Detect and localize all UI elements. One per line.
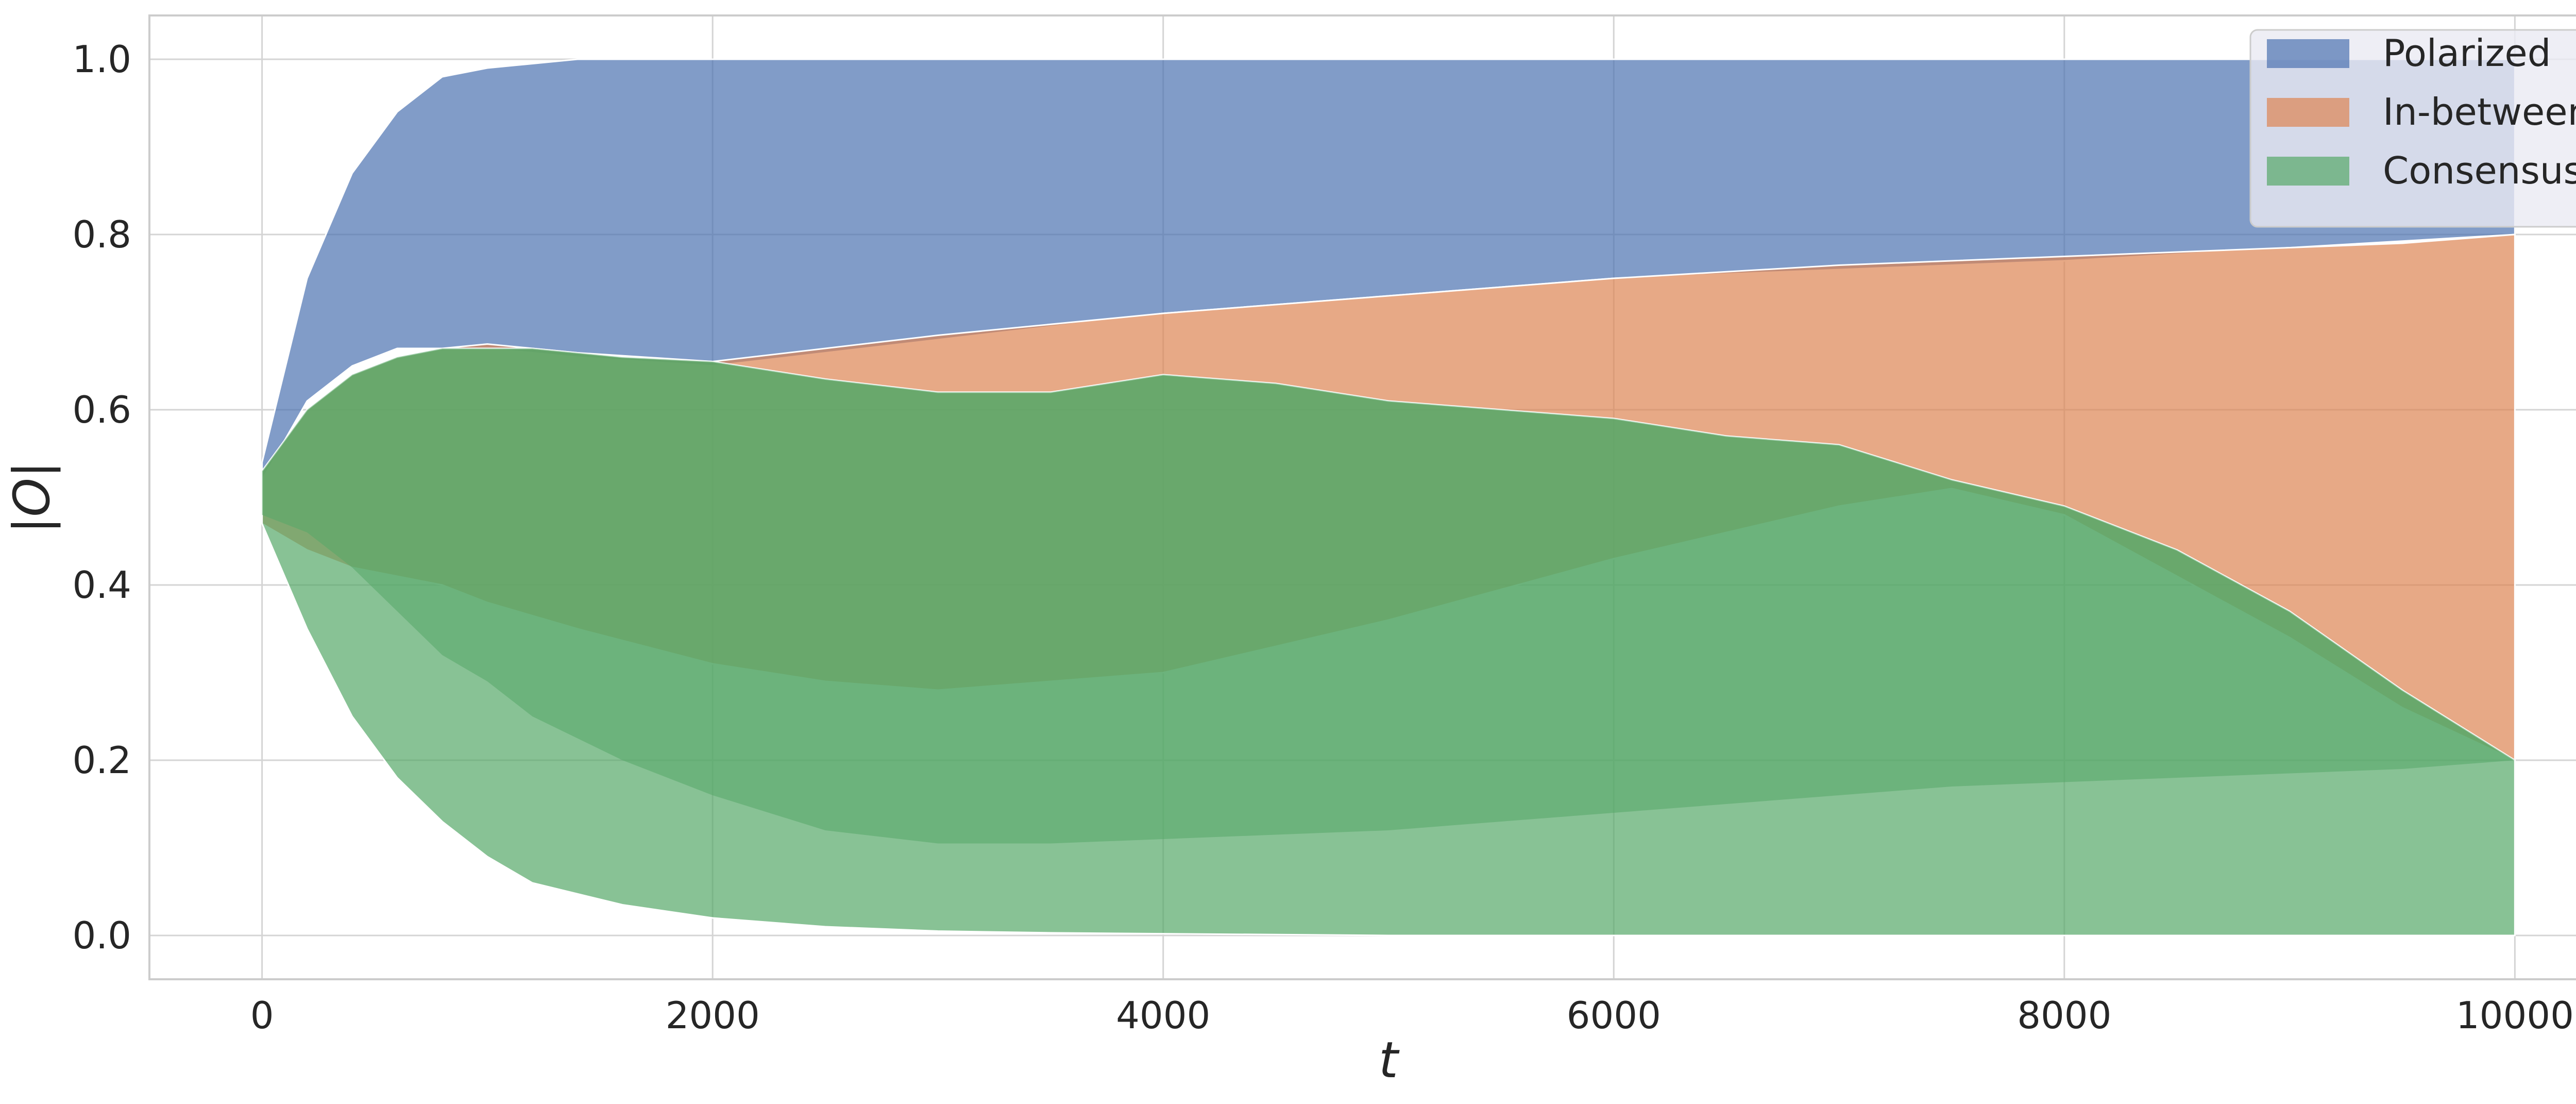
x-axis-title: t (1379, 1031, 1400, 1089)
legend-swatch-polarized (2267, 39, 2349, 68)
legend-label-in-between: In-between (2383, 90, 2576, 133)
y-tick-label: 0.4 (72, 563, 131, 607)
legend-swatch-in-between (2267, 98, 2349, 127)
y-tick-label: 0.2 (72, 739, 131, 782)
legend-label-polarized: Polarized (2383, 31, 2551, 75)
y-tick-labels: 0.0 0.2 0.4 0.6 0.8 1.0 (72, 38, 131, 957)
y-axis-title: |O| (3, 461, 61, 533)
legend: Polarized In-between Consensus (2250, 30, 2576, 227)
y-tick-label: 0.0 (72, 914, 131, 957)
y-tick-label: 0.8 (72, 213, 131, 256)
x-tick-label: 8000 (2017, 994, 2111, 1037)
legend-swatch-consensus (2267, 157, 2349, 186)
x-tick-label: 4000 (1116, 994, 1210, 1037)
series-areas (262, 59, 2515, 935)
x-tick-labels: 0 2000 4000 6000 8000 10000 (250, 994, 2574, 1037)
x-tick-label: 2000 (666, 994, 760, 1037)
legend-label-consensus: Consensus (2383, 149, 2576, 192)
y-tick-label: 1.0 (72, 38, 131, 81)
x-tick-label: 0 (250, 994, 274, 1037)
y-tick-label: 0.6 (72, 388, 131, 431)
x-tick-label: 10000 (2456, 994, 2574, 1037)
x-tick-label: 6000 (1567, 994, 1661, 1037)
